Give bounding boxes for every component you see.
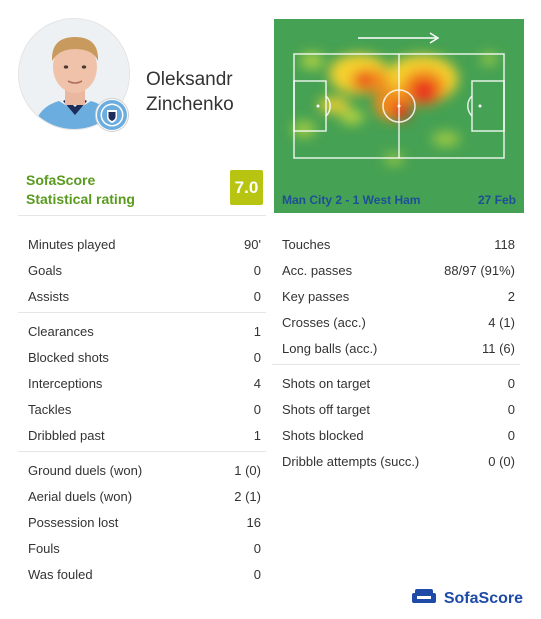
rating-caption: Statistical rating (26, 191, 135, 207)
stat-row: Goals 0 (18, 257, 266, 283)
stat-label: Shots on target (282, 375, 371, 391)
stat-label: Tackles (28, 401, 72, 417)
stat-row: Possession lost 16 (18, 509, 266, 535)
stat-label: Possession lost (28, 514, 119, 530)
sofascore-logo-icon (411, 589, 436, 608)
stat-value: 0 (0) (488, 453, 515, 469)
stat-row: Shots off target 0 (272, 396, 520, 422)
stat-value: 0 (507, 375, 515, 391)
stat-label: Shots off target (282, 401, 370, 417)
stat-group: Touches 118 Acc. passes 88/97 (91%) Key pa… (272, 231, 520, 365)
stat-row: Touches 118 (272, 231, 520, 257)
stat-value: 16 (246, 514, 261, 530)
footer-brand[interactable]: SofaScore (411, 589, 523, 608)
stat-label: Long balls (acc.) (282, 340, 378, 356)
stat-label: Blocked shots (28, 349, 109, 365)
stat-label: Dribbled past (28, 427, 105, 443)
stat-row: Long balls (acc.) 11 (6) (272, 335, 520, 361)
rating-box: SofaScore Statistical rating 7.0 (18, 168, 266, 216)
stat-row: Ground duels (won) 1 (0) (18, 457, 266, 483)
stat-row: Clearances 1 (18, 318, 266, 344)
stat-group: Minutes played 90' Goals 0 Assists 0 (18, 231, 266, 313)
stat-value: 0 (253, 401, 261, 417)
match-caption[interactable]: Man City 2 - 1 West Ham (282, 193, 421, 207)
stat-value: 88/97 (91%) (444, 262, 515, 278)
stat-value: 0 (253, 349, 261, 365)
stat-value: 90' (244, 236, 261, 252)
stat-row: Dribble attempts (succ.) 0 (0) (272, 448, 520, 474)
rating-label: SofaScore Statistical rating (26, 171, 135, 209)
stat-value: 4 (1) (488, 314, 515, 330)
stat-row: Minutes played 90' (18, 231, 266, 257)
stat-label: Dribble attempts (succ.) (282, 453, 420, 469)
stat-label: Key passes (282, 288, 350, 304)
stat-row: Blocked shots 0 (18, 344, 266, 370)
stat-value: 0 (507, 401, 515, 417)
man-city-badge-icon (95, 98, 129, 132)
match-date: 27 Feb (477, 193, 516, 207)
stat-value: 0 (253, 288, 261, 304)
player-last-name: Zinchenko (146, 94, 234, 115)
heatmap-blobs (292, 53, 497, 165)
stat-label: Interceptions (28, 375, 103, 391)
stat-label: Minutes played (28, 236, 116, 252)
stat-label: Touches (282, 236, 331, 252)
stat-group: Ground duels (won) 1 (0) Aerial duels (wo… (18, 457, 266, 590)
stat-row: Dribbled past 1 (18, 422, 266, 448)
stat-value: 0 (507, 427, 515, 443)
stats-column-left: Minutes played 90' Goals 0 Assists 0 Cleara… (18, 231, 266, 595)
stat-row: Acc. passes 88/97 (91%) (272, 257, 520, 283)
stat-value: 1 (0) (234, 462, 261, 478)
stat-row: Fouls 0 (18, 535, 266, 561)
stat-row: Assists 0 (18, 283, 266, 309)
stat-value: 2 (1) (234, 488, 261, 504)
stat-label: Assists (28, 288, 70, 304)
heatmap-pitch (292, 32, 505, 165)
stat-label: Aerial duels (won) (28, 488, 133, 504)
stat-row: Was fouled 0 (18, 561, 266, 587)
stat-label: Was fouled (28, 566, 93, 582)
stat-row: Shots blocked 0 (272, 422, 520, 448)
stat-label: Acc. passes (282, 262, 353, 278)
stat-group: Clearances 1 Blocked shots 0 Interceptions… (18, 318, 266, 452)
stat-value: 1 (253, 427, 261, 443)
stat-label: Fouls (28, 540, 60, 556)
stat-row: Shots on target 0 (272, 370, 520, 396)
stat-value: 0 (253, 566, 261, 582)
stats-column-right: Touches 118 Acc. passes 88/97 (91%) Key pa… (272, 231, 520, 482)
stat-value: 118 (494, 236, 515, 252)
stat-row: Tackles 0 (18, 396, 266, 422)
stat-label: Clearances (28, 323, 94, 339)
stat-value: 4 (253, 375, 261, 391)
heatmap-card[interactable]: Man City 2 - 1 West Ham 27 Feb (274, 19, 524, 213)
stat-label: Goals (28, 262, 62, 278)
rating-brand: SofaScore (26, 172, 96, 188)
stat-row: Crosses (acc.) 4 (1) (272, 309, 520, 335)
stat-label: Crosses (acc.) (282, 314, 366, 330)
stat-row: Interceptions 4 (18, 370, 266, 396)
player-first-name: Oleksandr (146, 69, 233, 90)
stat-group: Shots on target 0 Shots off target 0 Shots… (272, 370, 520, 477)
player-name: Oleksandr Zinchenko (146, 67, 234, 117)
rating-value-badge: 7.0 (230, 170, 263, 205)
footer-brand-text: SofaScore (443, 589, 523, 607)
stat-row: Aerial duels (won) 2 (1) (18, 483, 266, 509)
player-header: Oleksandr Zinchenko (18, 18, 268, 138)
stat-value: 0 (253, 262, 261, 278)
stat-value: 2 (507, 288, 515, 304)
stat-label: Ground duels (won) (28, 462, 143, 478)
arrow-right-icon (358, 32, 440, 44)
stat-value: 11 (6) (482, 340, 515, 356)
stat-value: 1 (253, 323, 261, 339)
stat-row: Key passes 2 (272, 283, 520, 309)
player-photo-icon (18, 18, 130, 130)
stat-value: 0 (253, 540, 261, 556)
stat-label: Shots blocked (282, 427, 364, 443)
